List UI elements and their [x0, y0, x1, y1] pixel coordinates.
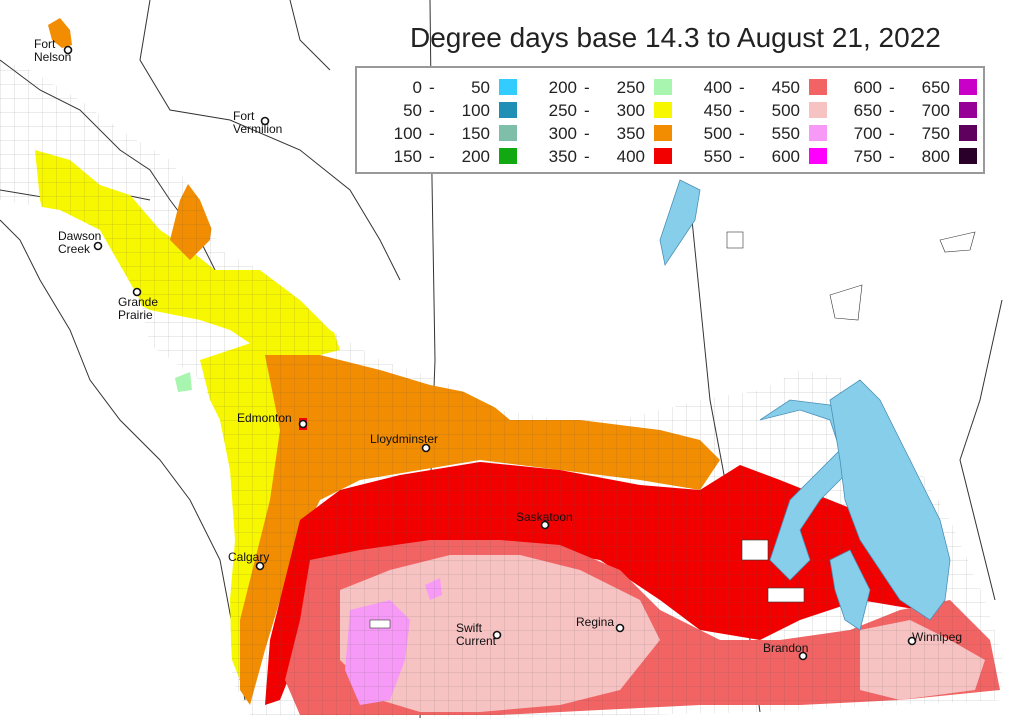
legend-item: 100-150: [367, 122, 517, 145]
zone-orange-fort-nelson: [48, 18, 72, 48]
legend-swatch: [499, 79, 517, 95]
legend-column-3: 400-450 450-500 500-550 550-600: [677, 76, 827, 168]
legend-item: 50-100: [367, 99, 517, 122]
city-label-edmonton: Edmonton: [237, 411, 292, 425]
city-label-regina: Regina: [576, 615, 615, 629]
lake-manitoba: [829, 549, 871, 631]
manitoba-east-border: [959, 299, 1003, 601]
legend-swatch: [809, 125, 827, 141]
no-data-patches: [369, 231, 976, 629]
legend-swatch: [959, 102, 977, 118]
city-label-fort-nelson: Fort Nelson: [34, 37, 72, 64]
city-marker-swift-current: [492, 630, 502, 640]
legend-swatch: [809, 79, 827, 95]
legend: 0-50 50-100 100-150 150-200 200-250 250-…: [355, 66, 985, 174]
city-marker-calgary: [255, 561, 265, 571]
legend-item: 400-450: [677, 76, 827, 99]
city-marker-grande-prairie: [132, 287, 142, 297]
legend-item: 700-750: [827, 122, 977, 145]
city-label-grande-prairie: Grande Prairie: [118, 295, 159, 322]
city-label-swift-current: Swift Current: [456, 621, 497, 648]
city-label-dawson-creek: Dawson Creek: [58, 229, 102, 256]
city-label-calgary: Calgary: [228, 550, 270, 564]
lake-winnipeg: [829, 379, 951, 621]
legend-swatch: [499, 102, 517, 118]
legend-swatch: [499, 125, 517, 141]
legend-item: 200-250: [522, 76, 672, 99]
legend-item: 600-650: [827, 76, 977, 99]
legend-item: 250-300: [522, 99, 672, 122]
city-label-winnipeg: Winnipeg: [912, 630, 963, 644]
city-label-saskatoon: Saskatoon: [516, 510, 573, 524]
legend-swatch: [959, 125, 977, 141]
legend-swatch: [654, 79, 672, 95]
city-marker-dawson-creek: [93, 241, 103, 251]
city-marker-winnipeg: [907, 636, 917, 646]
city-label-fort-vermilion: Fort Vermilion: [233, 109, 283, 136]
city-marker-edmonton: [298, 419, 308, 429]
legend-item: 0-50: [367, 76, 517, 99]
legend-item: 550-600: [677, 145, 827, 168]
legend-column-1: 0-50 50-100 100-150 150-200: [367, 76, 517, 168]
legend-swatch: [654, 125, 672, 141]
lake-athabasca-area: [659, 179, 701, 267]
city-marker-fort-nelson: [63, 45, 73, 55]
city-marker-lloydminster: [421, 443, 431, 453]
zone-mint-patch: [175, 372, 192, 392]
legend-item: 150-200: [367, 145, 517, 168]
western-coast: [0, 219, 246, 701]
legend-item: 750-800: [827, 145, 977, 168]
city-marker-brandon: [798, 651, 808, 661]
lakes: [659, 179, 951, 631]
city-marker-saskatoon: [540, 520, 550, 530]
map-title: Degree days base 14.3 to August 21, 2022: [410, 22, 941, 53]
legend-item: 300-350: [522, 122, 672, 145]
legend-swatch: [959, 79, 977, 95]
city-marker-regina: [615, 623, 625, 633]
legend-column-4: 600-650 650-700 700-750 750-800: [827, 76, 977, 168]
legend-item: 350-400: [522, 145, 672, 168]
legend-swatch: [809, 102, 827, 118]
legend-swatch: [809, 148, 827, 164]
city-label-lloydminster: Lloydminster: [370, 432, 439, 446]
city-markers: [63, 45, 917, 661]
city-marker-fort-vermilion: [260, 116, 270, 126]
legend-swatch: [499, 148, 517, 164]
legend-column-2: 200-250 250-300 300-350 350-400: [522, 76, 672, 168]
legend-item: 450-500: [677, 99, 827, 122]
legend-swatch: [654, 148, 672, 164]
city-label-brandon: Brandon: [763, 641, 809, 655]
legend-swatch: [959, 148, 977, 164]
legend-swatch: [654, 102, 672, 118]
legend-item: 500-550: [677, 122, 827, 145]
legend-item: 650-700: [827, 99, 977, 122]
